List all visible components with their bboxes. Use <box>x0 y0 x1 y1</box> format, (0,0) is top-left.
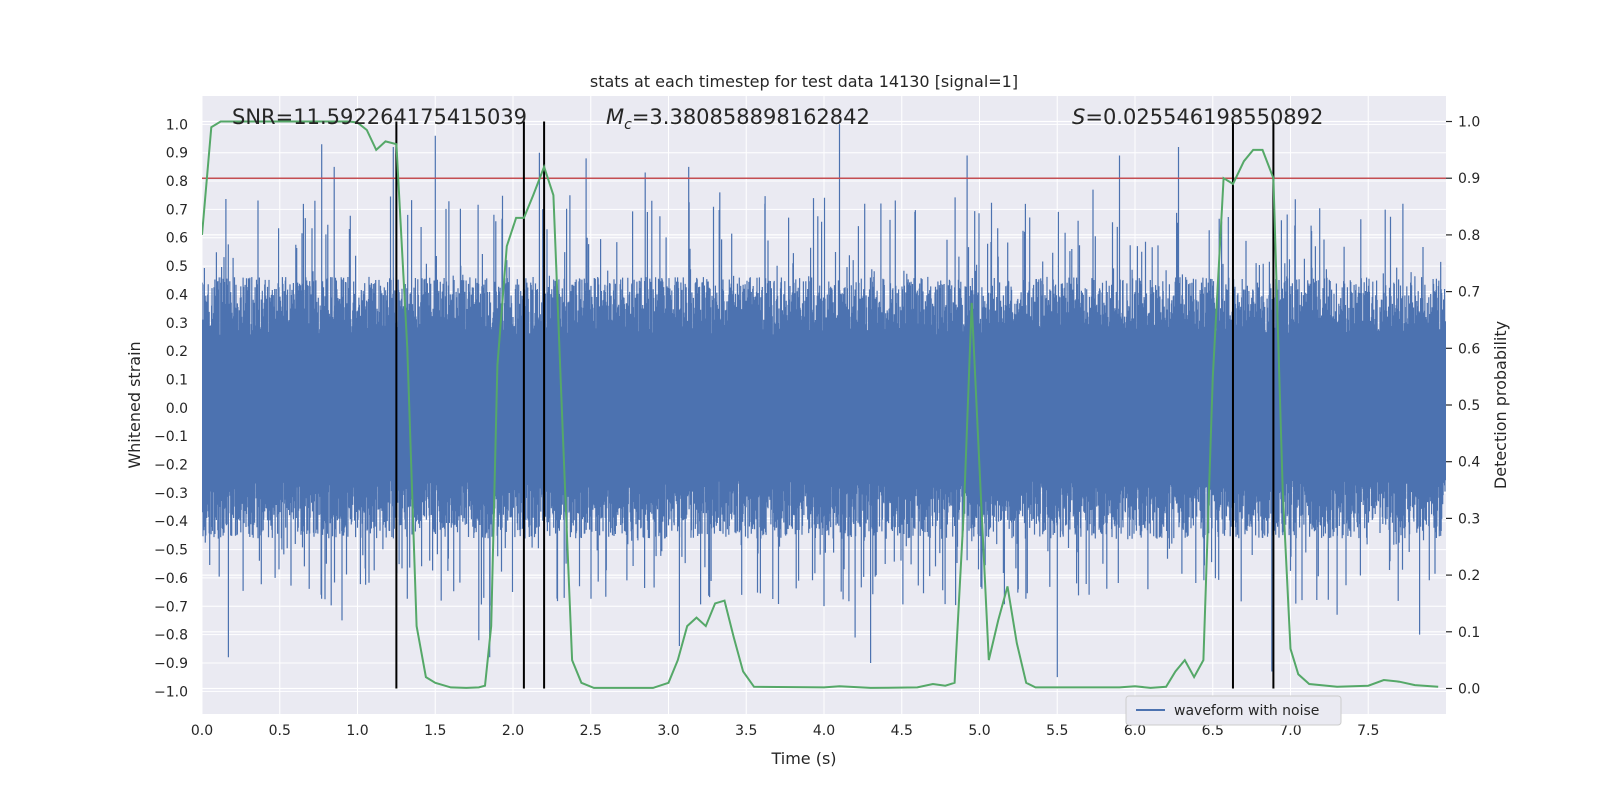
probability-series <box>202 120 1439 689</box>
x-tick-label: 1.5 <box>424 723 446 739</box>
y-tick-label-left: −0.8 <box>154 628 188 644</box>
y-axis-right-ticks: 1.0 0.9 0.8 0.7 0.6 0.5 0.4 0.3 0.2 0.1 0.0 <box>1446 115 1480 697</box>
chirp-mass-subscript: c <box>624 117 632 133</box>
x-tick-label: 2.5 <box>580 723 602 739</box>
x-tick-label: 3.5 <box>735 723 757 739</box>
chirp-mass-annotation: Mc=3.380858898162842 <box>606 105 870 133</box>
y-tick-label-right: 0.8 <box>1458 228 1480 244</box>
y-tick-label-left: −0.1 <box>154 429 188 445</box>
x-axis-ticks: 0.0 0.5 1.0 1.5 2.0 2.5 3.0 3.5 4.0 4.5 5.0 5.5 6.0 6… <box>191 723 1380 739</box>
x-tick-label: 5.5 <box>1046 723 1068 739</box>
y-axis-right-label: Detection probability <box>1491 321 1510 489</box>
y-tick-label-right: 0.2 <box>1458 568 1480 584</box>
y-tick-label-right: 0.0 <box>1458 681 1480 697</box>
y-tick-label-right: 0.5 <box>1458 398 1480 414</box>
y-tick-label-left: 0.4 <box>166 287 188 303</box>
y-tick-label-right: 0.6 <box>1458 341 1480 357</box>
y-tick-label-left: −0.2 <box>154 458 188 474</box>
x-tick-label: 4.5 <box>891 723 913 739</box>
legend-label: waveform with noise <box>1174 703 1319 719</box>
chart-title: stats at each timestep for test data 141… <box>590 72 1018 91</box>
x-tick-label: 5.0 <box>968 723 990 739</box>
x-tick-label: 0.0 <box>191 723 213 739</box>
y-tick-label-right: 0.9 <box>1458 171 1480 187</box>
x-tick-label: 1.0 <box>346 723 368 739</box>
legend: waveform with noise <box>1125 695 1342 726</box>
y-tick-label-left: −1.0 <box>154 684 188 700</box>
y-tick-label-left: −0.3 <box>154 486 188 502</box>
y-tick-label-right: 0.4 <box>1458 455 1480 471</box>
y-tick-label-left: −0.7 <box>154 599 188 615</box>
y-tick-label-left: 0.8 <box>166 174 188 190</box>
y-tick-label-left: 0.5 <box>166 259 188 275</box>
y-tick-label-right: 1.0 <box>1458 115 1480 131</box>
y-tick-label-right: 0.1 <box>1458 625 1480 641</box>
y-axis-left-label: Whitened strain <box>125 341 144 468</box>
probability-line <box>202 120 1439 689</box>
y-tick-label-left: 0.6 <box>166 231 188 247</box>
x-axis-label: Time (s) <box>770 749 836 768</box>
y-tick-label-left: 0.2 <box>166 344 188 360</box>
y-axis-left-ticks: 1.0 0.9 0.8 0.7 0.6 0.5 0.4 0.3 0.2 0.1 0.0 −0.1 −0.… <box>154 117 188 700</box>
legend-box <box>1125 695 1342 726</box>
x-tick-label: 4.0 <box>813 723 835 739</box>
y-tick-label-left: −0.5 <box>154 543 188 559</box>
x-tick-label: 3.0 <box>657 723 679 739</box>
waveform-line <box>202 124 1446 678</box>
y-tick-label-left: −0.9 <box>154 656 188 672</box>
y-tick-label-left: −0.6 <box>154 571 188 587</box>
y-tick-label-left: 0.7 <box>166 202 188 218</box>
y-tick-label-left: 1.0 <box>166 117 188 133</box>
y-tick-label-left: 0.0 <box>166 401 188 417</box>
x-tick-label: 2.0 <box>502 723 524 739</box>
x-tick-label: 7.5 <box>1357 723 1379 739</box>
snr-annotation: SNR=11.592264175415039 <box>232 105 527 129</box>
chirp-mass-value: =3.380858898162842 <box>632 105 870 129</box>
s-value: =0.025546198550892 <box>1085 105 1323 129</box>
y-tick-label-right: 0.3 <box>1458 511 1480 527</box>
y-tick-label-left: 0.9 <box>166 146 188 162</box>
chirp-mass-symbol: M <box>606 105 624 129</box>
s-symbol: S <box>1072 105 1085 129</box>
y-tick-label-left: 0.1 <box>166 372 188 388</box>
x-tick-label: 7.0 <box>1279 723 1301 739</box>
y-tick-label-right: 0.7 <box>1458 285 1480 301</box>
s-annotation: S=0.025546198550892 <box>1072 105 1323 129</box>
x-tick-label: 0.5 <box>269 723 291 739</box>
y-tick-label-left: 0.3 <box>166 316 188 332</box>
x-tick-label: 6.0 <box>1124 723 1146 739</box>
y-tick-label-left: −0.4 <box>154 514 188 530</box>
x-tick-label: 6.5 <box>1202 723 1224 739</box>
